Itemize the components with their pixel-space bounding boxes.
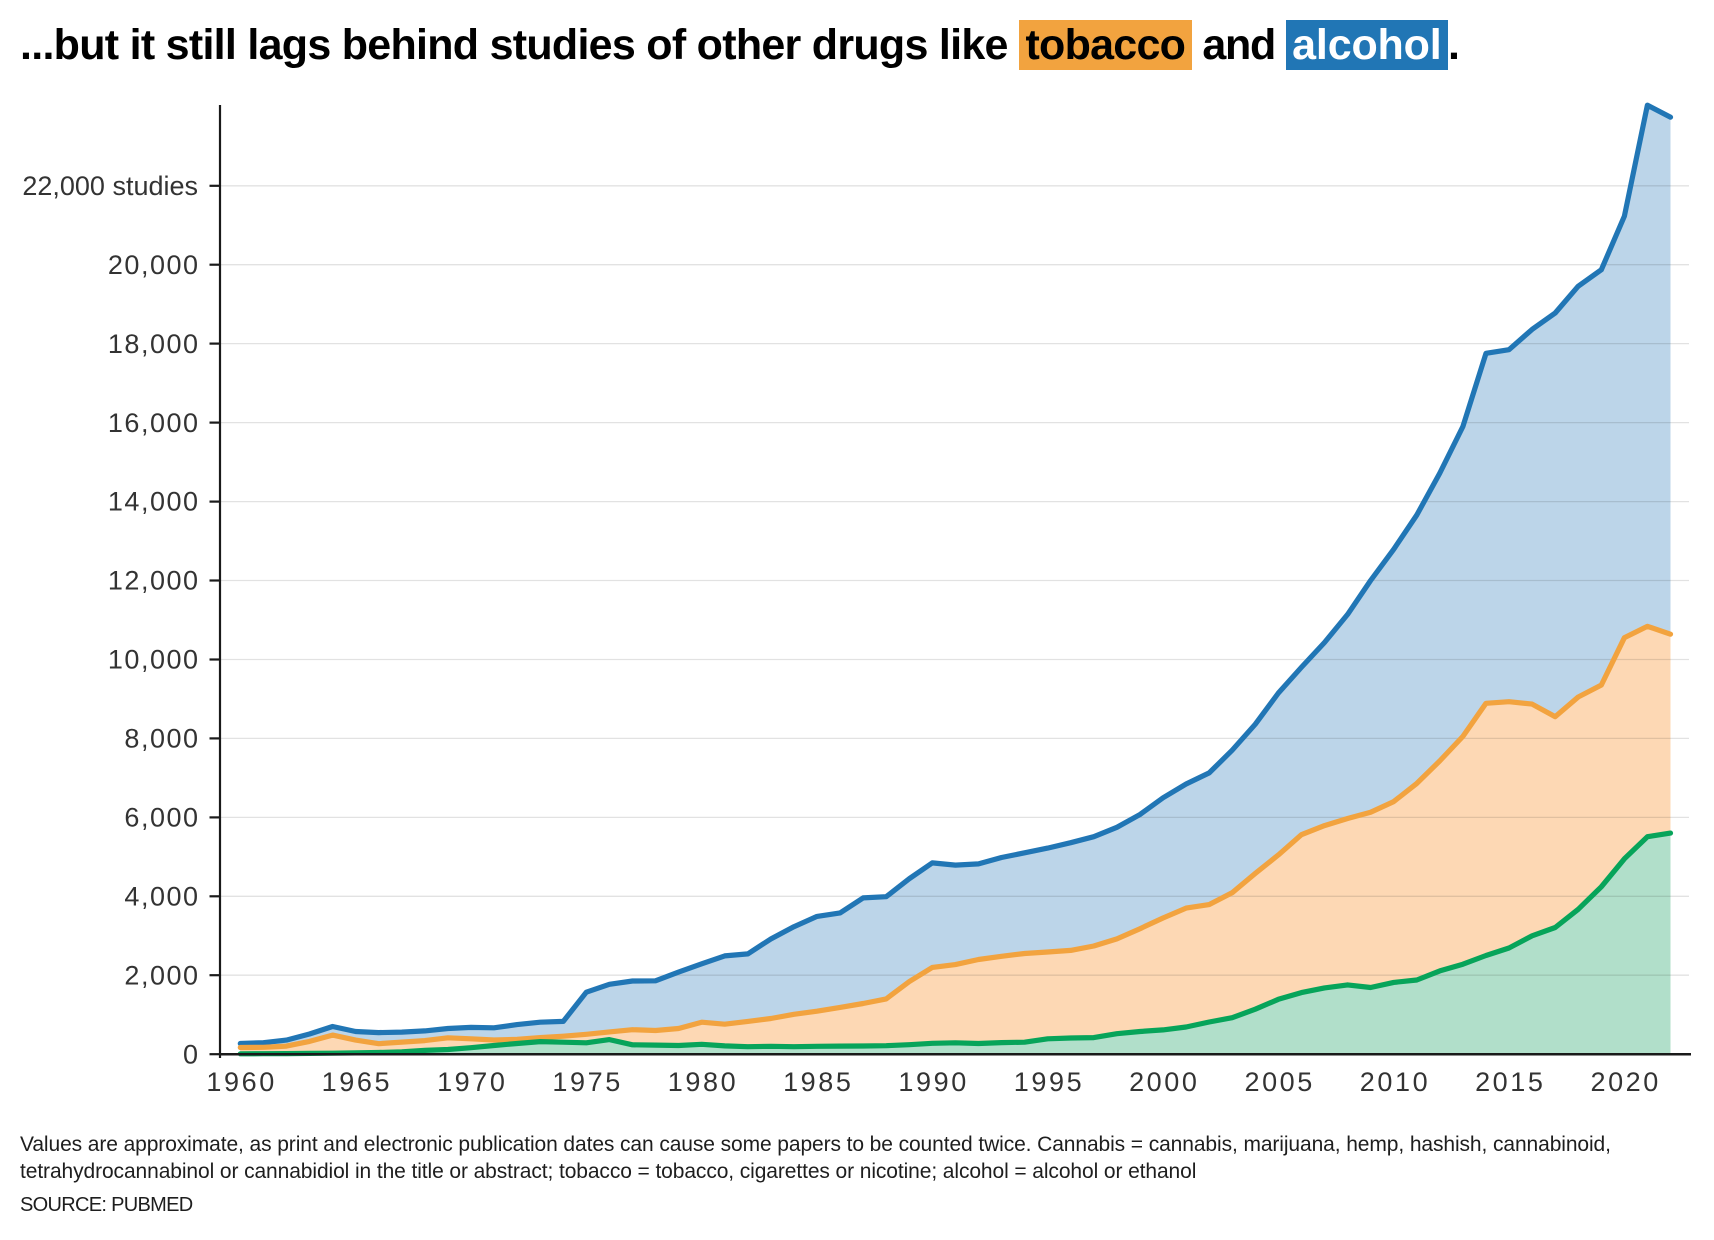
svg-text:10,000: 10,000 [108,645,200,675]
svg-text:4,000: 4,000 [124,882,199,912]
svg-text:1975: 1975 [552,1067,622,1097]
svg-text:18,000: 18,000 [108,329,200,359]
svg-text:1990: 1990 [898,1067,968,1097]
svg-text:1995: 1995 [1014,1067,1084,1097]
svg-text:22,000 studies: 22,000 studies [22,171,198,201]
svg-text:2005: 2005 [1244,1067,1314,1097]
svg-text:2000: 2000 [1129,1067,1199,1097]
svg-text:1985: 1985 [783,1067,853,1097]
svg-text:2,000: 2,000 [124,961,199,991]
svg-text:1960: 1960 [206,1067,276,1097]
svg-text:1965: 1965 [322,1067,392,1097]
svg-text:2020: 2020 [1590,1067,1660,1097]
svg-text:0: 0 [183,1039,198,1069]
svg-text:2015: 2015 [1475,1067,1545,1097]
svg-text:16,000: 16,000 [108,408,200,438]
svg-text:20,000: 20,000 [108,250,200,280]
svg-text:2010: 2010 [1360,1067,1430,1097]
svg-text:6,000: 6,000 [124,803,199,833]
svg-text:14,000: 14,000 [108,487,200,517]
svg-text:8,000: 8,000 [124,724,199,754]
svg-text:12,000: 12,000 [108,566,200,596]
svg-text:1980: 1980 [668,1067,738,1097]
svg-text:1970: 1970 [437,1067,507,1097]
